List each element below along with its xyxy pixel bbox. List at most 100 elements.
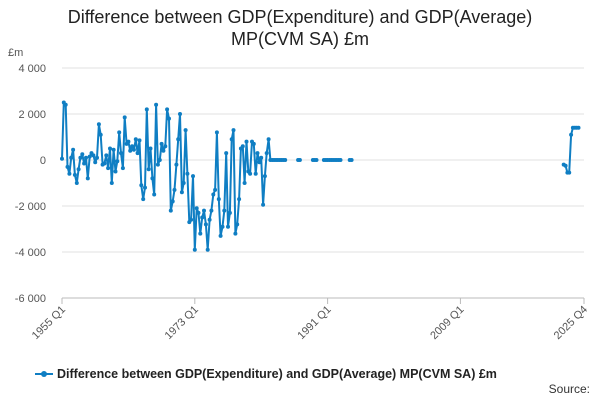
data-point[interactable]: [214, 130, 219, 135]
data-point[interactable]: [314, 158, 319, 162]
data-point[interactable]: [209, 208, 214, 213]
data-point[interactable]: [78, 155, 83, 160]
data-point[interactable]: [104, 153, 109, 158]
data-point[interactable]: [255, 151, 260, 156]
data-point[interactable]: [248, 171, 253, 176]
data-point[interactable]: [67, 171, 72, 176]
data-point[interactable]: [72, 172, 77, 177]
data-point[interactable]: [137, 138, 142, 143]
data-point[interactable]: [264, 151, 269, 156]
data-point[interactable]: [131, 147, 136, 152]
data-point[interactable]: [161, 148, 166, 153]
data-point[interactable]: [172, 187, 177, 192]
data-point[interactable]: [139, 183, 144, 188]
data-point[interactable]: [242, 181, 247, 185]
data-point[interactable]: [82, 161, 87, 166]
data-point[interactable]: [178, 112, 182, 116]
data-point[interactable]: [95, 155, 99, 160]
data-point[interactable]: [222, 208, 227, 213]
data-point[interactable]: [84, 155, 88, 160]
data-point[interactable]: [130, 144, 135, 149]
data-point[interactable]: [71, 147, 76, 152]
data-point[interactable]: [189, 217, 194, 222]
data-point[interactable]: [176, 137, 181, 142]
data-point[interactable]: [155, 162, 160, 167]
data-point[interactable]: [102, 161, 107, 166]
data-point[interactable]: [80, 152, 85, 157]
data-point[interactable]: [567, 170, 572, 175]
data-point[interactable]: [203, 222, 208, 227]
data-point[interactable]: [349, 158, 354, 162]
data-point[interactable]: [128, 148, 133, 153]
data-point[interactable]: [244, 139, 249, 144]
data-point[interactable]: [213, 187, 218, 192]
data-point[interactable]: [183, 128, 188, 133]
data-point[interactable]: [240, 144, 245, 149]
data-point[interactable]: [65, 164, 70, 169]
data-point[interactable]: [152, 192, 157, 197]
data-point[interactable]: [150, 176, 155, 181]
data-point[interactable]: [253, 171, 258, 176]
data-point[interactable]: [135, 151, 140, 156]
data-point[interactable]: [167, 116, 171, 121]
data-point[interactable]: [159, 141, 164, 146]
data-point[interactable]: [60, 156, 64, 161]
data-point[interactable]: [205, 247, 210, 252]
data-point[interactable]: [63, 102, 68, 107]
data-point[interactable]: [283, 158, 288, 162]
legend[interactable]: Difference between GDP(Expenditure) and …: [35, 364, 497, 384]
data-point[interactable]: [122, 115, 127, 120]
data-point[interactable]: [174, 162, 179, 167]
data-point[interactable]: [163, 144, 168, 149]
data-point[interactable]: [93, 160, 98, 165]
data-point[interactable]: [200, 215, 205, 220]
data-point[interactable]: [218, 233, 223, 238]
data-point[interactable]: [115, 159, 120, 164]
data-point[interactable]: [231, 128, 236, 133]
data-point[interactable]: [257, 160, 262, 165]
data-point[interactable]: [98, 132, 103, 137]
data-point[interactable]: [120, 166, 125, 171]
data-point[interactable]: [237, 197, 242, 202]
data-point[interactable]: [133, 137, 138, 142]
data-point[interactable]: [194, 206, 199, 211]
data-point[interactable]: [266, 137, 271, 142]
data-point[interactable]: [108, 146, 112, 151]
data-point[interactable]: [74, 181, 79, 185]
data-point[interactable]: [229, 137, 234, 142]
data-point[interactable]: [144, 107, 149, 112]
data-point[interactable]: [198, 231, 203, 236]
data-point[interactable]: [202, 208, 206, 213]
data-point[interactable]: [259, 155, 264, 160]
data-point[interactable]: [179, 190, 184, 195]
data-point[interactable]: [106, 166, 111, 171]
data-point[interactable]: [563, 163, 568, 168]
data-point[interactable]: [170, 199, 175, 204]
data-point[interactable]: [262, 174, 267, 179]
data-point[interactable]: [576, 125, 581, 130]
data-point[interactable]: [157, 158, 162, 162]
data-point[interactable]: [119, 151, 123, 156]
data-point[interactable]: [76, 167, 81, 172]
data-point[interactable]: [168, 208, 173, 213]
data-point[interactable]: [165, 107, 170, 112]
data-point[interactable]: [87, 154, 92, 159]
data-point[interactable]: [146, 167, 151, 172]
data-point[interactable]: [191, 174, 195, 179]
data-point[interactable]: [117, 130, 122, 135]
data-point[interactable]: [185, 171, 190, 176]
data-point[interactable]: [220, 224, 225, 229]
data-point[interactable]: [251, 141, 256, 146]
data-point[interactable]: [207, 217, 212, 222]
data-point[interactable]: [111, 147, 116, 152]
data-point[interactable]: [224, 151, 229, 156]
data-point[interactable]: [181, 181, 186, 185]
data-point[interactable]: [196, 210, 201, 215]
data-point[interactable]: [216, 197, 221, 202]
data-point[interactable]: [297, 158, 302, 162]
data-point[interactable]: [569, 132, 574, 137]
data-point[interactable]: [192, 247, 197, 252]
data-point[interactable]: [69, 155, 74, 160]
data-point[interactable]: [233, 231, 238, 236]
data-point[interactable]: [235, 222, 240, 227]
